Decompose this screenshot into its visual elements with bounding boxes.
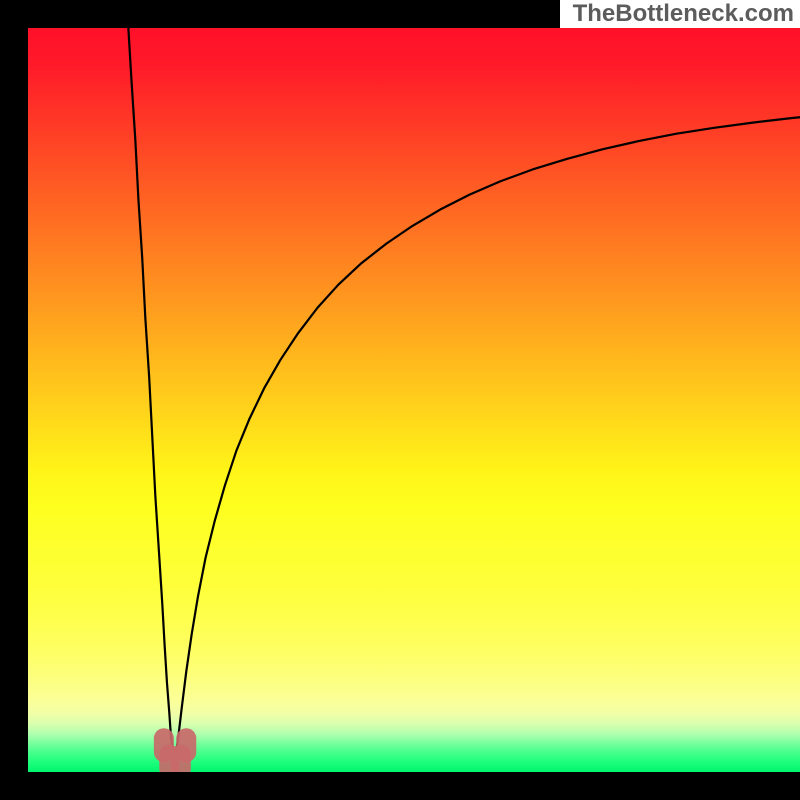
curve-marker <box>176 728 196 762</box>
chart-svg <box>0 0 800 800</box>
watermark-text: TheBottleneck.com <box>573 0 794 28</box>
chart-background <box>28 28 800 772</box>
bottleneck-chart: TheBottleneck.com <box>0 0 800 800</box>
